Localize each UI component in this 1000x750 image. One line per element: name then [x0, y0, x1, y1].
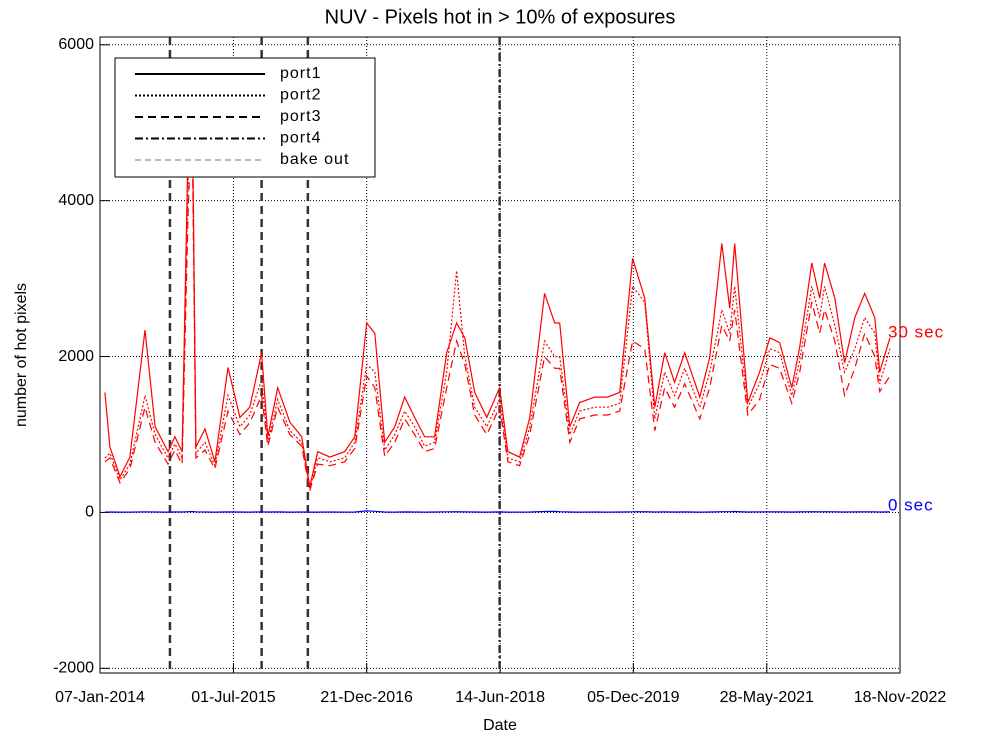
- x-tick-label: 07-Jan-2014: [55, 689, 145, 706]
- y-tick-label: 4000: [58, 192, 94, 209]
- y-tick-label: 0: [85, 504, 94, 521]
- y-axis-label: number of hot pixels: [13, 283, 30, 427]
- legend-label: port3: [280, 108, 321, 125]
- x-tick-label: 05-Dec-2019: [587, 689, 680, 706]
- x-tick-label: 21-Dec-2016: [320, 689, 413, 706]
- y-tick-label: -2000: [53, 660, 94, 677]
- legend-label: port4: [280, 130, 321, 147]
- x-tick-label: 01-Jul-2015: [191, 689, 276, 706]
- annotation: 0 sec: [888, 496, 934, 515]
- y-tick-label: 6000: [58, 36, 94, 53]
- series-line: [104, 60, 891, 487]
- x-tick-label: 28-May-2021: [720, 689, 814, 706]
- legend-label: bake out: [280, 151, 349, 168]
- y-tick-label: 2000: [58, 348, 94, 365]
- legend-label: port1: [280, 65, 321, 82]
- series-line: [104, 510, 890, 513]
- legend-label: port2: [280, 87, 321, 104]
- series-line: [104, 83, 891, 490]
- x-tick-label: 14-Jun-2018: [455, 689, 545, 706]
- chart-title: NUV - Pixels hot in > 10% of exposures: [325, 6, 676, 28]
- x-tick-label: 18-Nov-2022: [854, 689, 947, 706]
- annotation: 30 sec: [888, 323, 944, 342]
- x-axis-label: Date: [483, 717, 517, 734]
